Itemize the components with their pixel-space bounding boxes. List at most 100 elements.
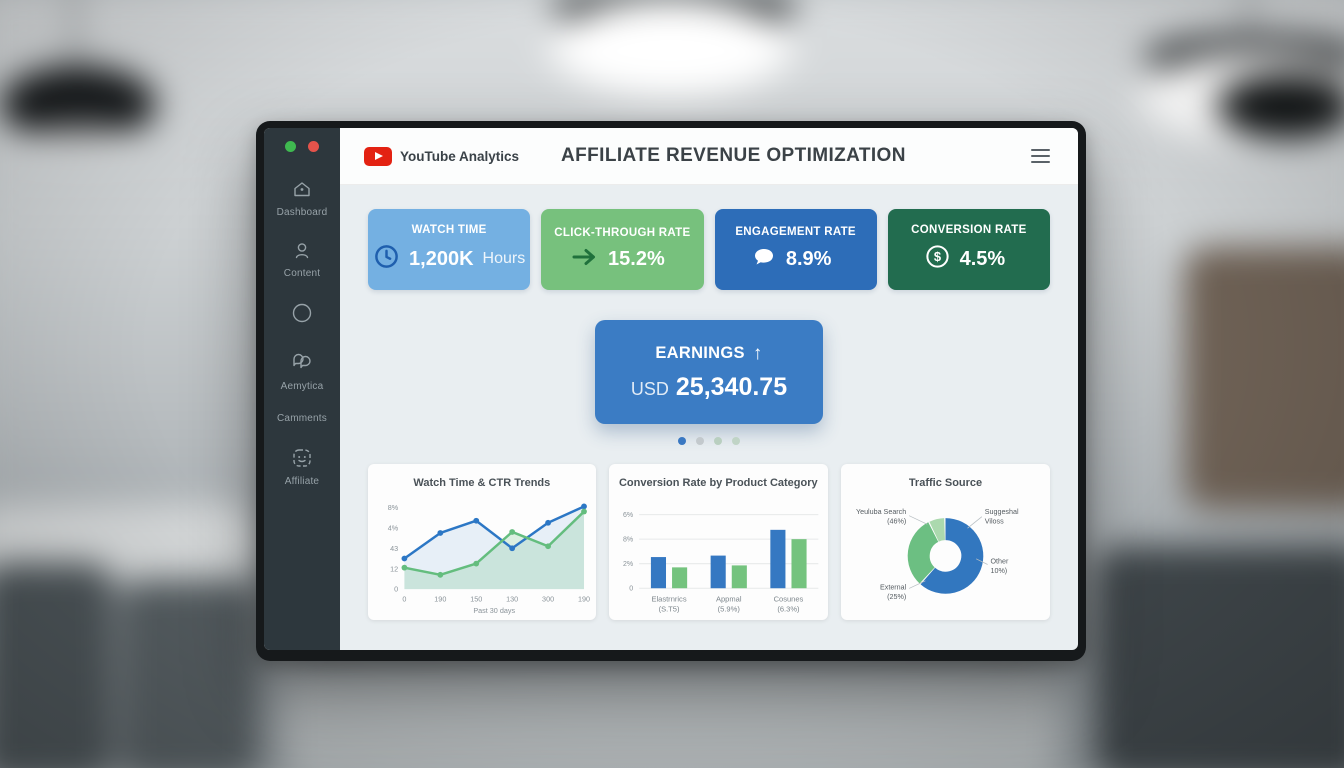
svg-text:(6.3%): (6.3%): [777, 604, 800, 613]
svg-text:Elastrnrics: Elastrnrics: [651, 594, 686, 603]
metric-label: CLICK-THROUGH RATE: [554, 226, 691, 239]
dashboard-body: WATCH TIME 1,200K Hours: [340, 185, 1078, 650]
svg-text:6%: 6%: [623, 512, 633, 519]
lamp-cord: [1247, 0, 1251, 58]
carousel-dots: [368, 437, 1050, 445]
office-chair: [0, 562, 113, 768]
sidebar: Dashboard Content: [264, 128, 340, 650]
dollar-icon: $: [924, 243, 951, 275]
sidebar-item-comments[interactable]: Camments: [277, 413, 327, 424]
charts-row: Watch Time & CTR Trends 0 12 43 4% 8% 0 190 150…: [368, 464, 1050, 620]
carousel-dot[interactable]: [696, 437, 704, 445]
metric-unit: Hours: [482, 250, 526, 267]
svg-text:12: 12: [390, 564, 398, 573]
svg-text:Past 30 days: Past 30 days: [473, 606, 515, 615]
carousel-dot[interactable]: [732, 437, 740, 445]
ceiling-lamp-shade: [1216, 74, 1344, 139]
person-icon: [290, 239, 314, 263]
earnings-card: EARNINGS ↑ USD 25,340.75: [595, 320, 823, 424]
shelf-unit: [1183, 246, 1344, 509]
svg-text:130: 130: [506, 594, 518, 603]
sidebar-item-dashboard[interactable]: Dashboard: [277, 178, 328, 218]
watch-time-ctr-trends-card: Watch Time & CTR Trends 0 12 43 4% 8% 0 190 150…: [368, 464, 596, 620]
metric-cards-row: WATCH TIME 1,200K Hours: [368, 209, 1050, 290]
metric-label: ENGAGEMENT RATE: [735, 225, 856, 238]
svg-text:External: External: [880, 583, 907, 591]
dashboard-screen: Dashboard Content: [264, 128, 1078, 650]
svg-text:10%): 10%): [990, 567, 1007, 575]
carousel-dot-active[interactable]: [678, 437, 686, 445]
carousel-dot[interactable]: [714, 437, 722, 445]
svg-text:0: 0: [629, 586, 633, 593]
arrow-up-icon: ↑: [752, 342, 763, 364]
metric-value: 4.5%: [959, 247, 1006, 270]
sidebar-item-circle[interactable]: [289, 300, 315, 331]
window-button-green[interactable]: [285, 141, 296, 152]
sidebar-item-content[interactable]: Content: [284, 239, 320, 279]
clock-icon: [373, 243, 400, 275]
earnings-currency: USD: [630, 378, 669, 399]
sidebar-item-label: Dashboard: [276, 207, 328, 218]
svg-text:0: 0: [394, 585, 398, 594]
svg-text:Appmal: Appmal: [716, 594, 742, 603]
svg-text:(5.9%): (5.9%): [717, 604, 740, 613]
arrow-right-icon: [571, 246, 599, 273]
svg-text:190: 190: [578, 594, 590, 603]
svg-text:8%: 8%: [623, 537, 633, 544]
sidebar-item-affiliate[interactable]: Affiliate: [285, 445, 319, 487]
svg-text:$: $: [933, 249, 940, 264]
sidebar-item-analytics[interactable]: Aemytica: [281, 352, 324, 392]
svg-text:4%: 4%: [388, 523, 399, 532]
engagement-rate-card: ENGAGEMENT RATE 8.9%: [714, 209, 877, 290]
monitor-frame: Dashboard Content: [256, 121, 1086, 661]
circle-icon: [289, 300, 315, 326]
svg-text:150: 150: [470, 594, 482, 603]
earnings-label: EARNINGS: [655, 344, 745, 362]
svg-text:Cosunes: Cosunes: [773, 594, 803, 603]
svg-text:(46%): (46%): [887, 517, 906, 525]
metric-value: 1,200K: [409, 247, 474, 270]
svg-text:(25%): (25%): [887, 593, 906, 601]
svg-text:300: 300: [542, 594, 554, 603]
page-title: AFFILIATE REVENUE OPTIMIZATION: [561, 145, 906, 166]
chat-bubbles-icon: [289, 352, 315, 376]
brand-label: YouTube Analytics: [400, 148, 520, 164]
window-button-red[interactable]: [308, 141, 319, 152]
svg-text:8%: 8%: [388, 503, 399, 512]
metric-value: 8.9%: [785, 247, 832, 270]
click-through-rate-card: CLICK-THROUGH RATE 15.2%: [541, 209, 704, 290]
svg-text:Viloss: Viloss: [985, 517, 1004, 525]
menu-icon[interactable]: [1027, 145, 1054, 167]
svg-text:2%: 2%: [623, 561, 633, 568]
youtube-logo-icon: [364, 146, 392, 166]
line-chart: 0 12 43 4% 8% 0 190 150 130 300 190 Past 30 days: [388, 503, 590, 615]
svg-text:Suggeshal: Suggeshal: [985, 508, 1019, 516]
face-badge-icon: [289, 445, 315, 471]
office-chair: [120, 579, 259, 768]
earnings-value: 25,340.75: [675, 372, 788, 401]
svg-text:Other: Other: [990, 558, 1009, 566]
lamp-cord: [72, 0, 77, 77]
svg-text:0: 0: [402, 594, 406, 603]
header-bar: YouTube Analytics AFFILIATE REVENUE OPTI…: [340, 128, 1078, 185]
conversion-rate-card: CONVERSION RATE $ 4.5%: [887, 209, 1050, 290]
office-chair: [1096, 546, 1344, 768]
svg-text:Yeuluba Search: Yeuluba Search: [856, 508, 906, 516]
home-icon: [290, 178, 314, 202]
metric-label: CONVERSION RATE: [911, 224, 1027, 236]
chart-title: Conversion Rate by Product Category: [618, 477, 818, 489]
svg-text:43: 43: [390, 544, 398, 553]
metric-label: WATCH TIME: [411, 224, 487, 236]
svg-text:190: 190: [434, 594, 446, 603]
ceiling-lamp-glow: [539, 0, 802, 102]
floor: [285, 673, 1059, 768]
chart-title: Watch Time & CTR Trends: [413, 477, 551, 489]
sidebar-item-label: Content: [283, 268, 321, 279]
watch-time-card: WATCH TIME 1,200K Hours: [368, 209, 531, 290]
main-panel: YouTube Analytics AFFILIATE REVENUE OPTI…: [340, 128, 1078, 650]
traffic-source-card: Traffic Source Yeuluba Search (46%) Sugges…: [841, 464, 1050, 620]
svg-text:(S.T5): (S.T5): [658, 604, 679, 613]
bar-chart: 0 2% 8% 6% Elastrnrics(S.T5) Appmal(5.9%) Cosu…: [623, 512, 818, 613]
sidebar-item-label: Affiliate: [284, 476, 320, 487]
